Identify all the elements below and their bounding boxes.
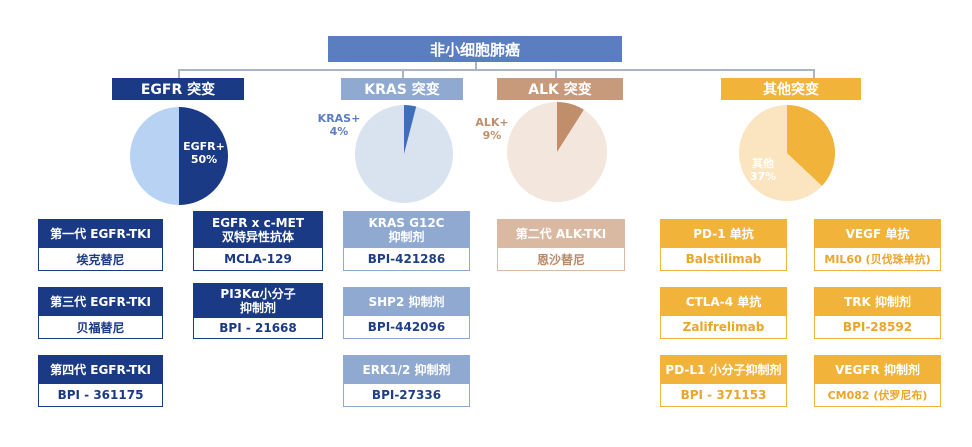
drug-class: ERK1/2 抑制剂 <box>344 356 469 384</box>
drug-class: 第二代 ALK-TKI <box>498 220 624 248</box>
pie-label-alk: ALK+ 9% <box>472 116 512 142</box>
drug-name: BPI - 21668 <box>194 318 322 338</box>
drug-name: MCLA-129 <box>194 248 322 270</box>
pie-value-slice <box>787 105 835 186</box>
drug-card-alk2: 第二代 ALK-TKI 恩沙替尼 <box>497 219 625 271</box>
pie-label-pct: 37% <box>749 170 777 183</box>
drug-class: 第四代 EGFR-TKI <box>39 356 162 384</box>
drug-card-egfr-4: 第四代 EGFR-TKI BPI - 361175 <box>38 355 163 407</box>
pie-label-egfr: EGFR+ 50% <box>182 140 226 166</box>
drug-name: BPI - 371153 <box>661 384 786 406</box>
drug-card-pi3k: PI3Kα小分子 抑制剂 BPI - 21668 <box>193 283 323 339</box>
pie-label-name: KRAS+ <box>317 112 361 125</box>
category-kras: KRAS 突变 <box>341 78 463 100</box>
drug-name: CM082 (伏罗尼布) <box>815 384 940 406</box>
pie-label-name: ALK+ <box>475 116 509 129</box>
root-title: 非小细胞肺癌 <box>328 36 622 62</box>
drug-card-erk: ERK1/2 抑制剂 BPI-27336 <box>343 355 470 407</box>
drug-name: BPI-442096 <box>344 316 469 338</box>
drug-name: 埃克替尼 <box>39 248 162 270</box>
category-egfr: EGFR 突变 <box>112 78 244 100</box>
drug-name: 恩沙替尼 <box>498 248 624 270</box>
drug-class: VEGFR 抑制剂 <box>815 356 940 384</box>
drug-class: TRK 抑制剂 <box>815 288 940 316</box>
pie-value-slice <box>557 102 584 152</box>
category-other: 其他突变 <box>721 78 861 100</box>
drug-class: 第一代 EGFR-TKI <box>39 220 162 248</box>
drug-name: BPI-421286 <box>344 248 469 270</box>
category-alk: ALK 突变 <box>497 78 623 100</box>
drug-class: KRAS G12C 抑制剂 <box>344 212 469 248</box>
pie-label-name: EGFR+ <box>183 140 225 153</box>
drug-name: 贝福替尼 <box>39 316 162 338</box>
drug-card-shp2: SHP2 抑制剂 BPI-442096 <box>343 287 470 339</box>
drug-class: PD-L1 小分子抑制剂 <box>661 356 786 384</box>
drug-card-kras-g12c: KRAS G12C 抑制剂 BPI-421286 <box>343 211 470 271</box>
pie-label-pct: 4% <box>329 125 349 138</box>
drug-name: BPI-27336 <box>344 384 469 406</box>
drug-class: VEGF 单抗 <box>815 220 940 248</box>
drug-card-vegfr: VEGFR 抑制剂 CM082 (伏罗尼布) <box>814 355 941 407</box>
pie-alk <box>507 102 607 202</box>
drug-card-vegf: VEGF 单抗 MIL60 (贝伐珠单抗) <box>814 219 941 271</box>
pie-rest-slice <box>507 102 607 202</box>
pie-kras <box>355 105 453 203</box>
drug-name: Zalifrelimab <box>661 316 786 338</box>
connector-line <box>402 69 404 78</box>
connector-line <box>555 69 557 78</box>
pie-rest-slice <box>739 105 835 201</box>
drug-name: MIL60 (贝伐珠单抗) <box>815 248 940 270</box>
drug-card-egfr-3: 第三代 EGFR-TKI 贝福替尼 <box>38 287 163 339</box>
drug-class: SHP2 抑制剂 <box>344 288 469 316</box>
drug-card-egfr-1: 第一代 EGFR-TKI 埃克替尼 <box>38 219 163 271</box>
drug-class: PI3Kα小分子 抑制剂 <box>194 284 322 318</box>
drug-class: EGFR x c-MET 双特异性抗体 <box>194 212 322 248</box>
pie-label-pct: 9% <box>482 129 502 142</box>
connector-line <box>178 69 815 71</box>
connector-line <box>475 62 477 70</box>
drug-name: Balstilimab <box>661 248 786 270</box>
drug-card-egfr-cmet: EGFR x c-MET 双特异性抗体 MCLA-129 <box>193 211 323 271</box>
drug-card-trk: TRK 抑制剂 BPI-28592 <box>814 287 941 339</box>
drug-card-ctla4: CTLA-4 单抗 Zalifrelimab <box>660 287 787 339</box>
drug-class: 第三代 EGFR-TKI <box>39 288 162 316</box>
pie-label-kras: KRAS+ 4% <box>317 112 361 138</box>
pie-other <box>739 105 835 201</box>
pie-label-name: 其他 <box>752 157 774 170</box>
drug-card-pdl1: PD-L1 小分子抑制剂 BPI - 371153 <box>660 355 787 407</box>
pie-rest-slice <box>355 105 453 203</box>
connector-line <box>178 69 180 78</box>
pie-label-other: 其他 37% <box>745 157 781 183</box>
pie-label-pct: 50% <box>190 153 218 166</box>
drug-card-pd1: PD-1 单抗 Balstilimab <box>660 219 787 271</box>
drug-class: PD-1 单抗 <box>661 220 786 248</box>
drug-name: BPI - 361175 <box>39 384 162 406</box>
pie-value-slice <box>404 105 417 154</box>
drug-name: BPI-28592 <box>815 316 940 338</box>
drug-class: CTLA-4 单抗 <box>661 288 786 316</box>
connector-line <box>813 69 815 78</box>
